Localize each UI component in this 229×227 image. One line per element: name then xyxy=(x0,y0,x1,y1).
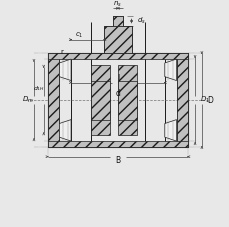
Text: r: r xyxy=(61,49,63,55)
Bar xyxy=(90,65,110,135)
Text: $d_{1H}$: $d_{1H}$ xyxy=(33,84,45,93)
Text: D: D xyxy=(206,96,212,105)
Bar xyxy=(176,53,187,147)
Text: l: l xyxy=(116,74,119,83)
Polygon shape xyxy=(164,120,176,141)
Bar xyxy=(104,26,131,53)
Polygon shape xyxy=(59,59,71,81)
Text: B: B xyxy=(115,156,120,165)
Bar xyxy=(47,141,187,147)
Bar xyxy=(113,16,122,26)
Bar xyxy=(47,53,187,59)
Text: $c_1$: $c_1$ xyxy=(74,31,83,40)
Bar xyxy=(117,81,137,120)
Bar xyxy=(117,65,137,135)
Text: $d_s$: $d_s$ xyxy=(137,16,146,26)
Bar xyxy=(47,53,59,147)
Text: $n_s$: $n_s$ xyxy=(113,0,122,9)
Text: $D_m$: $D_m$ xyxy=(22,95,34,105)
Text: d: d xyxy=(115,89,120,98)
Text: $D_1$: $D_1$ xyxy=(199,95,209,105)
Polygon shape xyxy=(164,59,176,81)
Polygon shape xyxy=(59,120,71,141)
Bar xyxy=(90,81,110,120)
